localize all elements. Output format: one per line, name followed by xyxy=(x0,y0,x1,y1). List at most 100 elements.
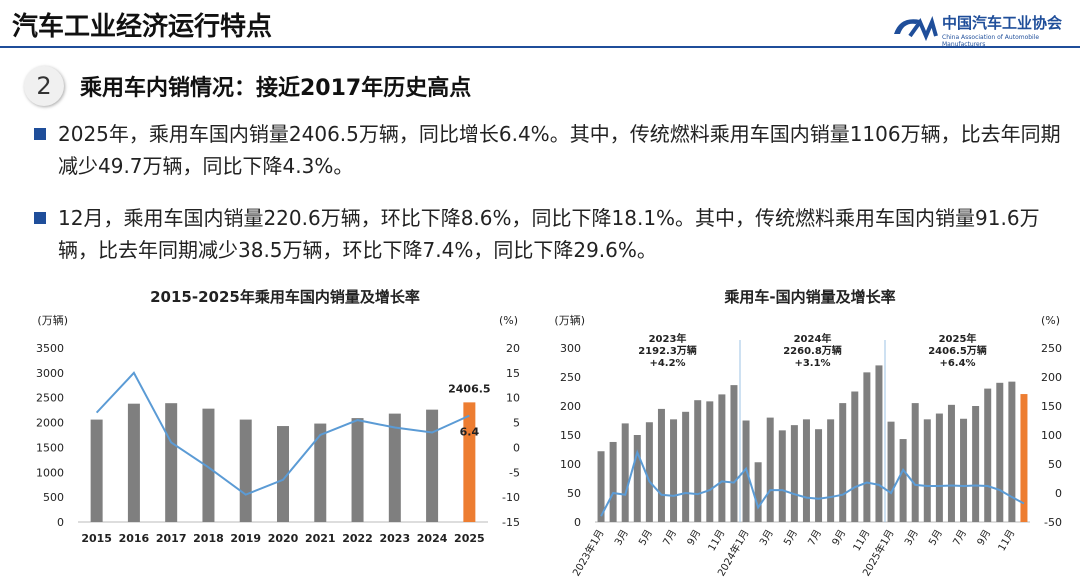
annotation: 2192.3万辆 xyxy=(638,344,697,357)
bar xyxy=(790,425,798,522)
y2-tick-label: 150 xyxy=(1041,400,1062,413)
bar xyxy=(730,385,738,522)
x-tick-label: 2021 xyxy=(305,532,336,545)
y2-tick-label: 20 xyxy=(506,342,520,355)
y2-tick-label: -50 xyxy=(1044,516,1062,529)
chart-title: 2015-2025年乘用车国内销量及增长率 xyxy=(150,288,420,306)
annotation: +6.4% xyxy=(939,358,975,369)
y2-tick-label: 0 xyxy=(1055,487,1062,500)
x-tick-label: 9月 xyxy=(830,528,849,548)
y2-axis-label: (%) xyxy=(1041,314,1060,327)
bar xyxy=(670,419,678,522)
x-tick-label: 3月 xyxy=(902,528,921,548)
growth-line xyxy=(95,371,470,496)
y2-tick-label: 250 xyxy=(1041,342,1062,355)
bullet: 2025年，乘用车国内销量2406.5万辆，同比增长6.4%。其中，传统燃料乘用… xyxy=(34,118,1068,182)
y2-tick-label: -15 xyxy=(502,516,520,529)
bar xyxy=(802,419,810,522)
bar xyxy=(754,462,762,522)
y-tick-label: 0 xyxy=(57,516,64,529)
bar xyxy=(633,435,641,522)
logo-subtitle: China Association of Automobile Manufact… xyxy=(942,34,1040,48)
x-tick-label: 2020 xyxy=(268,532,299,545)
bar xyxy=(1008,381,1016,522)
bar xyxy=(984,388,992,522)
y-tick-label: 300 xyxy=(560,342,581,355)
bar xyxy=(351,418,364,522)
bar xyxy=(718,394,726,522)
y2-tick-label: 10 xyxy=(506,392,520,405)
x-tick-label: 2016 xyxy=(119,532,150,545)
x-tick-label: 2023年1月 xyxy=(569,527,606,578)
x-tick-label: 2019 xyxy=(230,532,261,545)
x-tick-label: 2015 xyxy=(81,532,112,545)
x-tick-label: 7月 xyxy=(806,528,825,548)
bar xyxy=(947,404,955,522)
x-tick-label: 9月 xyxy=(685,528,704,548)
y2-axis-label: (%) xyxy=(499,314,518,327)
bar xyxy=(935,413,943,522)
y2-tick-label: 5 xyxy=(513,417,520,430)
x-tick-label: 5月 xyxy=(926,528,945,548)
bar xyxy=(851,391,859,522)
x-tick-label: 9月 xyxy=(975,528,994,548)
x-tick-label: 2018 xyxy=(193,532,224,545)
bar xyxy=(706,401,714,522)
bar xyxy=(996,382,1004,522)
bar xyxy=(682,411,690,522)
x-tick-label: 7月 xyxy=(951,528,970,548)
header-title: 汽车工业经济运行特点 xyxy=(12,12,273,42)
x-tick-label: 3月 xyxy=(757,528,776,548)
bar xyxy=(815,429,823,522)
y-tick-label: 50 xyxy=(567,487,581,500)
y-tick-label: 3500 xyxy=(36,342,64,355)
x-tick-label: 11月 xyxy=(996,528,1018,554)
bar xyxy=(766,417,774,522)
y2-tick-label: 100 xyxy=(1041,429,1062,442)
bar xyxy=(597,451,605,522)
bar xyxy=(388,413,401,522)
x-tick-label: 2017 xyxy=(156,532,187,545)
bar xyxy=(621,423,629,522)
x-tick-label: 5月 xyxy=(781,528,800,548)
annotation: +4.2% xyxy=(649,358,685,369)
bar xyxy=(609,441,617,522)
bar xyxy=(277,426,289,522)
section-number: 2 xyxy=(24,66,64,106)
bar xyxy=(202,408,215,522)
bar xyxy=(839,403,847,522)
bar xyxy=(239,419,252,522)
y2-tick-label: -5 xyxy=(509,466,520,479)
y2-tick-label: 15 xyxy=(506,367,520,380)
bar xyxy=(972,406,980,522)
bar xyxy=(887,421,895,522)
y-tick-label: 150 xyxy=(560,429,581,442)
bar xyxy=(960,418,968,522)
y-tick-label: 100 xyxy=(560,458,581,471)
x-tick-label: 2023 xyxy=(380,532,411,545)
bullet: 12月，乘用车国内销量220.6万辆，环比下降8.6%，同比下降18.1%。其中… xyxy=(34,202,1068,266)
x-tick-label: 2022 xyxy=(342,532,373,545)
annotation: +3.1% xyxy=(794,358,830,369)
annotation: 2025年 xyxy=(939,332,977,345)
logo xyxy=(894,16,938,42)
bar xyxy=(645,422,653,522)
y2-tick-label: -10 xyxy=(502,491,520,504)
y-tick-label: 3000 xyxy=(36,367,64,380)
y2-tick-label: 200 xyxy=(1041,371,1062,384)
y2-tick-label: 50 xyxy=(1048,458,1062,471)
bar xyxy=(657,408,665,522)
section-title: 乘用车内销情况：接近2017年历史高点 xyxy=(80,76,472,101)
bar xyxy=(1020,394,1028,522)
bar xyxy=(694,400,702,522)
y-tick-label: 2500 xyxy=(36,392,64,405)
x-tick-label: 11月 xyxy=(706,528,728,554)
x-tick-label: 3月 xyxy=(612,528,631,548)
y-tick-label: 200 xyxy=(560,400,581,413)
y-axis-label: (万辆) xyxy=(554,313,585,327)
bar xyxy=(863,372,871,522)
logo-name: 中国汽车工业协会 xyxy=(942,14,1063,32)
bar xyxy=(827,419,835,522)
